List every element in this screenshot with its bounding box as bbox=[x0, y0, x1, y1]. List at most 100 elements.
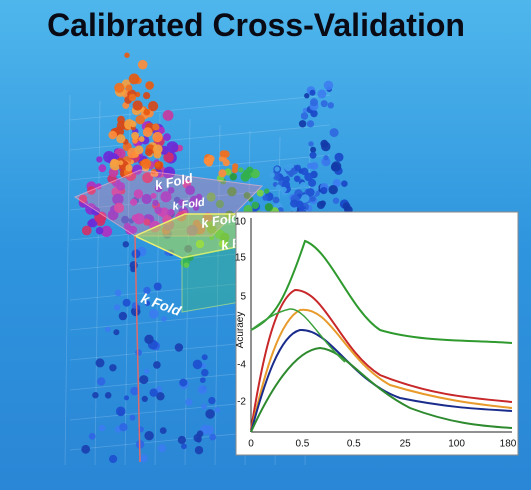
dot bbox=[167, 208, 175, 216]
dot bbox=[209, 433, 217, 441]
dot bbox=[153, 361, 161, 369]
dot bbox=[145, 81, 154, 90]
dot bbox=[81, 444, 91, 454]
dot bbox=[153, 282, 162, 291]
dot bbox=[163, 133, 171, 142]
dot bbox=[114, 304, 121, 311]
dot bbox=[134, 145, 144, 155]
dot bbox=[288, 171, 294, 177]
curve bbox=[250, 308, 346, 363]
dot bbox=[156, 392, 165, 401]
dot bbox=[122, 241, 129, 248]
dot bbox=[113, 329, 120, 336]
dot bbox=[97, 377, 106, 386]
dot bbox=[133, 213, 145, 225]
dot bbox=[152, 131, 163, 143]
dot bbox=[162, 110, 174, 121]
fold-edge bbox=[134, 235, 141, 463]
dot bbox=[331, 161, 342, 172]
dot bbox=[144, 334, 154, 344]
dot bbox=[309, 89, 316, 96]
x-tick-label: 25 bbox=[400, 439, 412, 450]
dot bbox=[310, 162, 319, 170]
dot bbox=[163, 166, 176, 179]
dot bbox=[154, 161, 161, 168]
dot bbox=[304, 93, 310, 99]
dot bbox=[310, 196, 316, 202]
dot bbox=[137, 59, 148, 70]
dot bbox=[131, 131, 140, 140]
dot bbox=[302, 107, 308, 113]
dot bbox=[108, 130, 117, 140]
dot bbox=[272, 196, 280, 204]
dot bbox=[132, 138, 138, 144]
dot bbox=[179, 378, 188, 387]
dot bbox=[321, 141, 331, 152]
x-tick-label: 0.5 bbox=[347, 439, 361, 450]
dot bbox=[320, 187, 328, 195]
dot bbox=[229, 173, 237, 181]
curve bbox=[250, 346, 513, 433]
dot bbox=[329, 128, 339, 138]
dot bbox=[157, 126, 165, 135]
dot bbox=[332, 179, 341, 188]
dot bbox=[104, 392, 112, 399]
dot bbox=[159, 427, 167, 434]
dot bbox=[275, 184, 282, 191]
dot bbox=[116, 134, 126, 144]
dot bbox=[148, 101, 159, 112]
dot bbox=[117, 115, 125, 124]
wire bbox=[69, 124, 331, 151]
dot bbox=[306, 188, 315, 197]
dot bbox=[81, 225, 92, 236]
dot bbox=[141, 395, 148, 402]
dot bbox=[238, 167, 244, 173]
dot bbox=[135, 115, 145, 125]
dot bbox=[114, 289, 122, 297]
wire bbox=[69, 94, 331, 121]
dot bbox=[323, 155, 329, 161]
dot bbox=[208, 396, 216, 405]
dot bbox=[128, 93, 137, 102]
dot bbox=[166, 141, 179, 154]
y-axis-label: Acuraey bbox=[235, 312, 246, 349]
dot bbox=[205, 409, 215, 419]
dot bbox=[145, 148, 153, 156]
x-tick-label: 180 bbox=[500, 439, 517, 450]
dot bbox=[273, 174, 280, 181]
dot bbox=[290, 199, 299, 208]
dot bbox=[341, 180, 348, 187]
dot bbox=[206, 192, 216, 202]
dot bbox=[328, 185, 338, 195]
curve bbox=[250, 288, 513, 431]
dot bbox=[264, 203, 273, 212]
dot bbox=[141, 158, 152, 169]
y-tick-label: 5 bbox=[240, 292, 246, 303]
dot bbox=[142, 172, 154, 184]
dot bbox=[160, 191, 172, 203]
dot bbox=[123, 222, 131, 230]
dot bbox=[141, 193, 152, 205]
dot bbox=[95, 358, 105, 368]
dot bbox=[251, 201, 259, 209]
inset-panel bbox=[235, 211, 519, 456]
dot bbox=[289, 163, 295, 169]
dot bbox=[192, 359, 203, 370]
dot bbox=[144, 431, 154, 441]
dot bbox=[246, 166, 254, 174]
dot bbox=[181, 443, 187, 450]
dot bbox=[143, 218, 151, 226]
dot bbox=[256, 189, 264, 197]
x-tick-label: 0 bbox=[248, 439, 254, 450]
dot bbox=[95, 226, 104, 235]
dot bbox=[114, 82, 125, 93]
dot bbox=[118, 311, 128, 321]
dot bbox=[142, 127, 153, 138]
dot bbox=[116, 182, 126, 191]
dot bbox=[163, 151, 174, 163]
dot bbox=[262, 195, 269, 201]
dot bbox=[118, 160, 124, 166]
dot bbox=[152, 123, 160, 131]
x-tick-label: 0.5 bbox=[295, 439, 309, 450]
